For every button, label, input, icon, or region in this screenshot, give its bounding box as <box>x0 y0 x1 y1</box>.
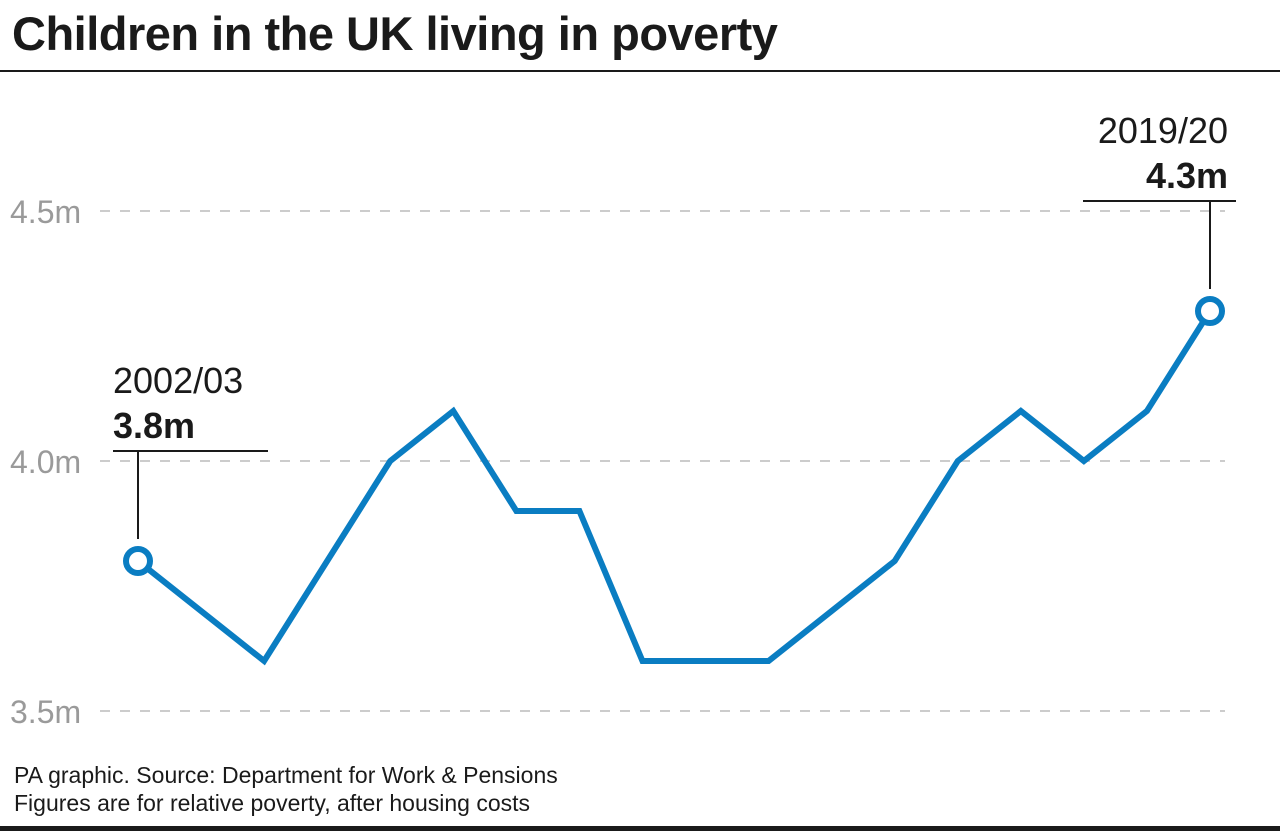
y-tick-labels: 4.5m 4.0m 3.5m <box>10 194 81 730</box>
source-text: PA graphic. Source: Department for Work … <box>14 762 558 788</box>
annotation-value: 4.3m <box>1146 155 1228 196</box>
y-tick-label: 4.0m <box>10 444 81 480</box>
annotation-year: 2002/03 <box>113 360 243 401</box>
data-point-marker <box>1195 296 1225 326</box>
data-point-marker <box>123 546 153 576</box>
title-divider <box>0 70 1280 72</box>
y-tick-label: 4.5m <box>10 194 81 230</box>
series-line-path <box>136 309 1213 666</box>
bottom-rule <box>0 826 1280 831</box>
chart-title: Children in the UK living in poverty <box>12 7 778 60</box>
note-text: Figures are for relative poverty, after … <box>14 790 531 816</box>
annotations: 2002/033.8m 2019/204.3m <box>113 110 1236 539</box>
gridlines <box>100 210 1225 712</box>
annotation-year: 2019/20 <box>1098 110 1228 151</box>
annotation-value: 3.8m <box>113 405 195 446</box>
y-tick-label: 3.5m <box>10 694 81 730</box>
series-line <box>123 296 1225 666</box>
